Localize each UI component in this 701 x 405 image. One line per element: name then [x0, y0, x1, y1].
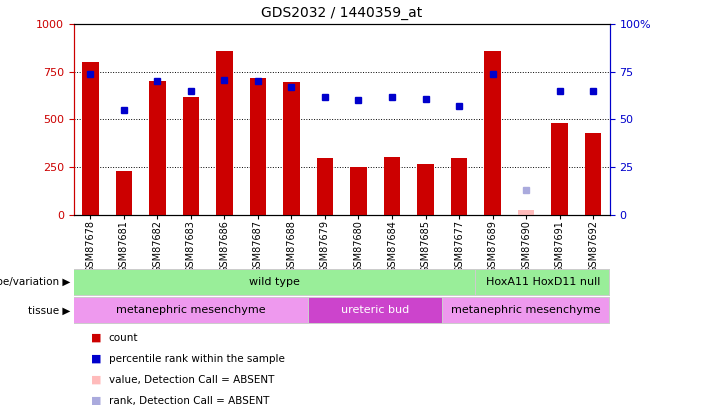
Bar — [383, 157, 400, 215]
Bar — [283, 82, 300, 215]
Text: ■: ■ — [91, 375, 102, 385]
Text: ■: ■ — [91, 354, 102, 364]
Bar — [317, 158, 334, 215]
Text: percentile rank within the sample: percentile rank within the sample — [109, 354, 285, 364]
Bar — [484, 51, 501, 215]
Bar — [74, 271, 475, 294]
Title: GDS2032 / 1440359_at: GDS2032 / 1440359_at — [261, 6, 423, 21]
Bar — [350, 167, 367, 215]
Bar — [417, 164, 434, 215]
Text: tissue ▶: tissue ▶ — [28, 305, 70, 315]
Bar — [182, 97, 199, 215]
Bar — [518, 210, 534, 215]
Text: metanephric mesenchyme: metanephric mesenchyme — [451, 305, 601, 315]
Text: count: count — [109, 333, 138, 343]
Bar — [116, 171, 132, 215]
Text: HoxA11 HoxD11 null: HoxA11 HoxD11 null — [486, 277, 600, 288]
Text: ureteric bud: ureteric bud — [341, 305, 409, 315]
Text: rank, Detection Call = ABSENT: rank, Detection Call = ABSENT — [109, 396, 269, 405]
Text: genotype/variation ▶: genotype/variation ▶ — [0, 277, 70, 288]
Bar — [551, 123, 568, 215]
Bar — [585, 133, 601, 215]
Bar — [149, 81, 165, 215]
Text: metanephric mesenchyme: metanephric mesenchyme — [116, 305, 266, 315]
Bar — [82, 62, 99, 215]
Bar — [250, 78, 266, 215]
Text: value, Detection Call = ABSENT: value, Detection Call = ABSENT — [109, 375, 274, 385]
Bar — [74, 298, 308, 322]
Bar — [451, 158, 468, 215]
Bar — [309, 298, 442, 322]
Text: ■: ■ — [91, 333, 102, 343]
Bar — [477, 271, 609, 294]
Bar — [216, 51, 233, 215]
Text: ■: ■ — [91, 396, 102, 405]
Bar — [443, 298, 609, 322]
Text: wild type: wild type — [250, 277, 300, 288]
